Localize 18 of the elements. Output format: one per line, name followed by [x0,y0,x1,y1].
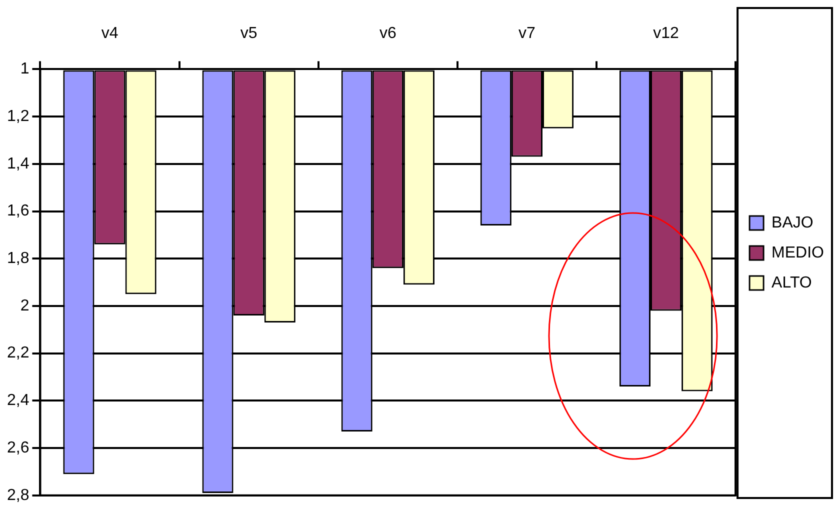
x-tick-label: v5 [240,25,258,42]
y-tick-label: 2,2 [6,344,30,362]
x-tick-label: v7 [518,25,536,42]
y-tick-label: 2 [20,297,30,314]
x-tick-label: v12 [653,25,680,42]
y-tick-label: 2,4 [6,392,30,410]
y-tick-label: 2,8 [6,486,30,504]
y-tick-label: 2,6 [6,439,30,456]
legend-label: ALTO [772,274,812,292]
legend-label: BAJO [772,214,814,232]
y-tick-label: 1,4 [6,155,30,172]
y-tick-label: 1,8 [6,250,30,268]
y-tick-label: 1,2 [6,108,30,125]
legend-label: MEDIO [772,244,824,262]
x-tick-label: v6 [379,25,396,42]
y-tick-label: 1,6 [6,202,30,220]
y-tick-label: 1 [20,60,30,78]
x-tick-label: v4 [101,25,118,42]
